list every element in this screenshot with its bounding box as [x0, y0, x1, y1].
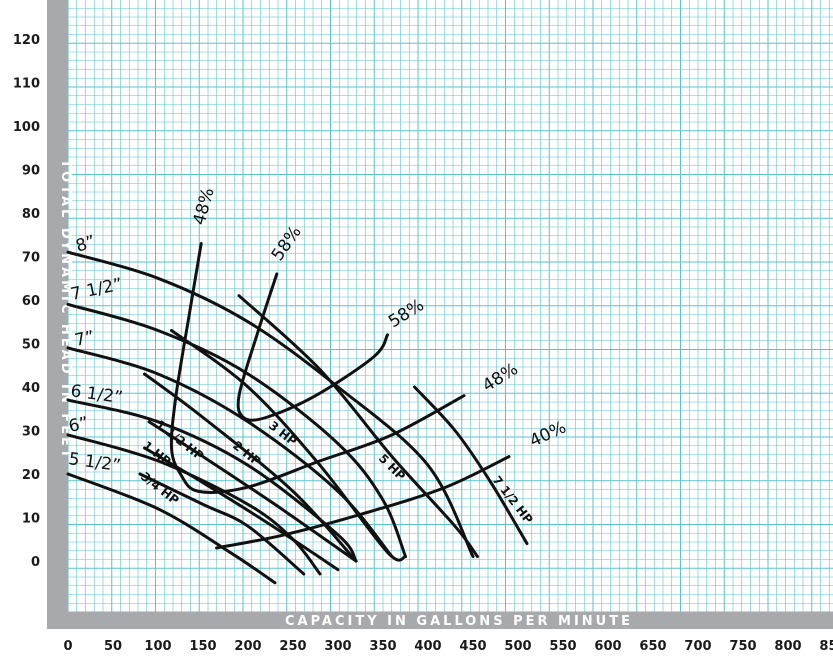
- diameter-label-7: 7”: [73, 327, 96, 351]
- y-axis-title: TOTAL DYNAMIC HEAD IN FEET: [58, 159, 73, 461]
- x-tick-label: 350: [369, 639, 396, 654]
- svg-text:6”: 6”: [67, 413, 90, 437]
- y-tick-label: 70: [22, 251, 40, 266]
- x-tick-label: 650: [639, 639, 666, 654]
- y-tick-label: 40: [22, 381, 40, 396]
- diameter-label-6: 6”: [67, 413, 90, 437]
- x-tick-label: 600: [594, 639, 621, 654]
- hp-curve-1-hp: [143, 446, 340, 572]
- efficiency-curve-48: [169, 242, 466, 494]
- x-tick-label: 850: [819, 639, 833, 654]
- efficiency-curve-40: [215, 455, 511, 550]
- svg-text:7”: 7”: [73, 327, 96, 351]
- y-tick-label: 60: [22, 294, 40, 309]
- x-tick-label: 200: [234, 639, 261, 654]
- y-tick-labels: 0 10 20 30 40 50 60 70 80 90 100 110 120: [13, 33, 40, 570]
- hp-curve-3-hp: [170, 329, 407, 562]
- x-tick-labels: 0 50 100 150 200 250 300 350 400 450 500 550 600 650 7…: [63, 639, 833, 654]
- impeller-curve-5-1-2: [66, 472, 277, 585]
- x-axis-title: CAPACITY IN GALLONS PER MINUTE: [285, 614, 633, 629]
- y-tick-label: 30: [22, 425, 40, 440]
- x-tick-label: 550: [549, 639, 576, 654]
- impeller-curve-6-1-2: [66, 398, 358, 563]
- y-tick-label: 110: [13, 77, 40, 92]
- y-tick-label: 120: [13, 33, 40, 48]
- x-tick-label: 700: [684, 639, 711, 654]
- y-tick-label: 100: [13, 120, 40, 135]
- x-tick-label: 100: [144, 639, 171, 654]
- y-tick-label: 20: [22, 468, 40, 483]
- y-axis-band: [47, 0, 68, 629]
- impeller-curve-8: [66, 250, 475, 559]
- x-tick-label: 50: [104, 639, 122, 654]
- y-tick-label: 0: [31, 555, 40, 570]
- x-tick-label: 400: [414, 639, 441, 654]
- y-tick-label: 10: [22, 512, 40, 527]
- y-tick-label: 90: [22, 164, 40, 179]
- hp-curve-2-hp: [143, 372, 358, 563]
- curve-layer: [66, 242, 529, 585]
- x-tick-label: 150: [189, 639, 216, 654]
- y-tick-label: 80: [22, 207, 40, 222]
- hp-curve-5-hp: [237, 294, 479, 559]
- efficiency-curve-58: [236, 272, 389, 422]
- x-tick-label: 250: [279, 639, 306, 654]
- x-axis-band: [47, 612, 833, 629]
- hp-curve-3-4-hp: [138, 472, 306, 576]
- chart-grid: [67, 0, 833, 613]
- x-tick-label: 500: [504, 639, 531, 654]
- x-tick-label: 300: [324, 639, 351, 654]
- x-tick-label: 450: [459, 639, 486, 654]
- x-tick-label: 750: [729, 639, 756, 654]
- hp-curve-7-1-2-hp: [413, 385, 529, 546]
- hp-curve-1-1-2-hp: [147, 420, 358, 563]
- x-tick-label: 800: [774, 639, 801, 654]
- impeller-curve-7-1-2: [66, 302, 407, 559]
- y-tick-label: 50: [22, 338, 40, 353]
- x-tick-label: 0: [63, 639, 72, 654]
- impeller-curve-6: [66, 433, 322, 576]
